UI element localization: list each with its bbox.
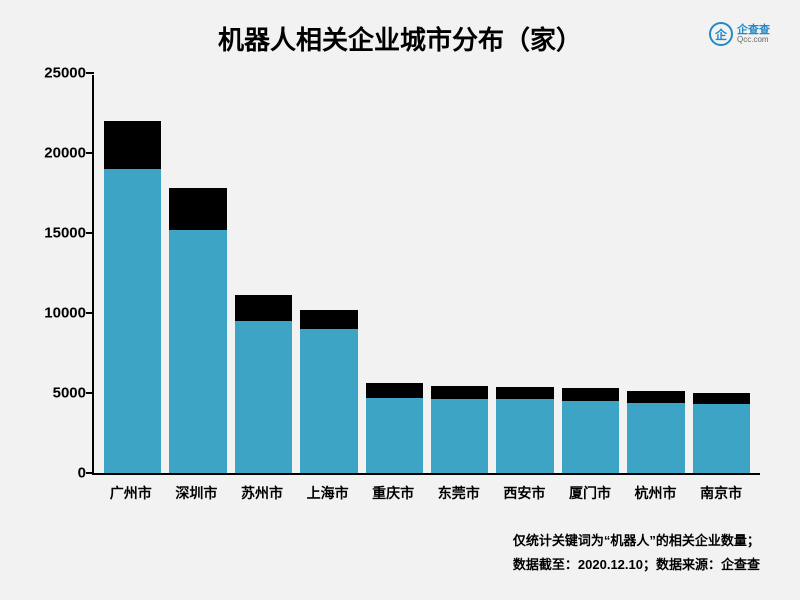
logo-domain: Qcc.com xyxy=(737,36,770,45)
bar-segment-top xyxy=(366,383,423,397)
y-tick-mark xyxy=(86,152,94,154)
bar-segment-top xyxy=(431,386,488,400)
bar-segment-top xyxy=(169,188,226,230)
x-tick-label: 上海市 xyxy=(299,483,357,503)
chart-container: 机器人相关企业城市分布（家） 企 企查查 Qcc.com 05000100001… xyxy=(0,0,800,600)
bar xyxy=(627,391,684,473)
bar-segment-base xyxy=(300,329,357,473)
bar-segment-top xyxy=(235,295,292,321)
bar-segment-top xyxy=(693,393,750,404)
y-tick-label: 0 xyxy=(32,465,86,482)
y-tick-label: 15000 xyxy=(32,225,86,242)
bar xyxy=(431,386,488,473)
chart-title: 机器人相关企业城市分布（家） xyxy=(218,20,582,57)
bar-segment-base xyxy=(431,399,488,473)
title-row: 机器人相关企业城市分布（家） 企 企查查 Qcc.com xyxy=(30,20,770,57)
x-tick-label: 广州市 xyxy=(102,483,160,503)
footer-line-1: 仅统计关键词为“机器人”的相关企业数量； xyxy=(513,529,760,554)
y-tick-mark xyxy=(86,72,94,74)
bar-segment-top xyxy=(300,310,357,329)
footer-line-2: 数据截至：2020.12.10；数据来源：企查查 xyxy=(513,553,760,578)
bar xyxy=(169,188,226,473)
bar-segment-base xyxy=(104,169,161,473)
x-axis-labels: 广州市深圳市苏州市上海市重庆市东莞市西安市厦门市杭州市南京市 xyxy=(92,475,760,503)
y-tick-mark xyxy=(86,392,94,394)
x-tick-label: 深圳市 xyxy=(168,483,226,503)
x-tick-label: 南京市 xyxy=(692,483,750,503)
bar-segment-base xyxy=(693,404,750,473)
y-tick-label: 20000 xyxy=(32,145,86,162)
bar-segment-base xyxy=(169,230,226,473)
bar xyxy=(496,387,553,473)
logo-icon: 企 xyxy=(709,22,733,46)
footer-notes: 仅统计关键词为“机器人”的相关企业数量； 数据截至：2020.12.10；数据来… xyxy=(513,529,760,578)
bar xyxy=(693,393,750,473)
bar xyxy=(104,121,161,473)
bar xyxy=(300,310,357,473)
y-tick-label: 25000 xyxy=(32,65,86,82)
bar-segment-top xyxy=(496,387,553,400)
bar xyxy=(366,383,423,473)
bar-segment-top xyxy=(562,388,619,401)
bar xyxy=(562,388,619,473)
y-tick-label: 5000 xyxy=(32,385,86,402)
x-tick-label: 杭州市 xyxy=(627,483,685,503)
bar-segment-base xyxy=(235,321,292,473)
x-tick-label: 重庆市 xyxy=(364,483,422,503)
x-tick-label: 东莞市 xyxy=(430,483,488,503)
logo-brand: 企查查 xyxy=(737,24,770,36)
y-tick-mark xyxy=(86,472,94,474)
y-tick-label: 10000 xyxy=(32,305,86,322)
x-tick-label: 西安市 xyxy=(496,483,554,503)
bar-segment-base xyxy=(496,399,553,473)
bar-segment-base xyxy=(627,403,684,473)
y-tick-mark xyxy=(86,312,94,314)
bar-segment-top xyxy=(104,121,161,169)
bar-segment-top xyxy=(627,391,684,402)
plot-area: 0500010000150002000025000 xyxy=(92,75,760,475)
logo-text: 企查查 Qcc.com xyxy=(737,24,770,45)
x-tick-label: 厦门市 xyxy=(561,483,619,503)
y-tick-mark xyxy=(86,232,94,234)
bars-group xyxy=(94,75,760,473)
x-tick-label: 苏州市 xyxy=(233,483,291,503)
source-logo: 企 企查查 Qcc.com xyxy=(709,22,770,46)
bar xyxy=(235,295,292,473)
bar-segment-base xyxy=(366,398,423,473)
bar-segment-base xyxy=(562,401,619,473)
